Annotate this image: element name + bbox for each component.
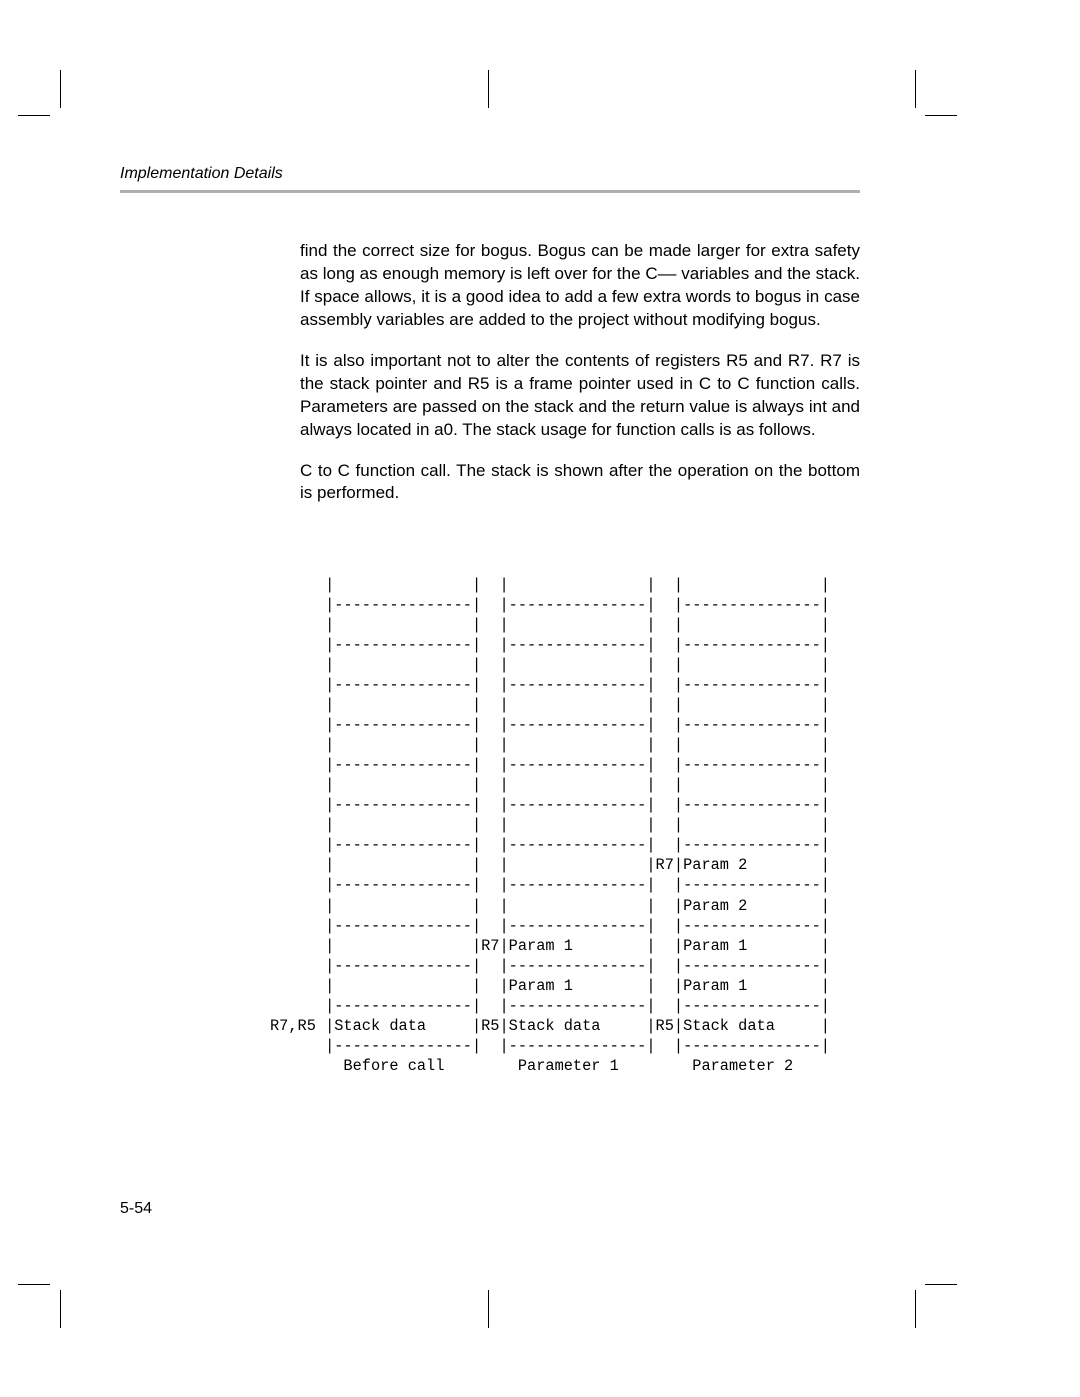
running-header-title: Implementation Details <box>120 165 283 183</box>
body-text: find the correct size for bogus. Bogus c… <box>300 240 860 523</box>
page: Implementation Details find the correct … <box>0 0 1080 1397</box>
crop-mark <box>915 1290 916 1328</box>
crop-mark <box>60 70 61 108</box>
paragraph-1: find the correct size for bogus. Bogus c… <box>300 240 860 332</box>
crop-mark <box>18 115 50 116</box>
crop-mark <box>925 1284 957 1285</box>
paragraph-3: C to C function call. The stack is shown… <box>300 460 860 506</box>
crop-mark <box>18 1284 50 1285</box>
page-number: 5-54 <box>120 1200 152 1218</box>
header-divider <box>120 190 860 193</box>
crop-mark <box>60 1290 61 1328</box>
stack-diagram: | | | | | | |---------------| |---------… <box>270 575 830 1076</box>
crop-mark <box>915 70 916 108</box>
crop-mark <box>488 70 489 108</box>
paragraph-2: It is also important not to alter the co… <box>300 350 860 442</box>
crop-mark <box>488 1290 489 1328</box>
crop-mark <box>925 115 957 116</box>
